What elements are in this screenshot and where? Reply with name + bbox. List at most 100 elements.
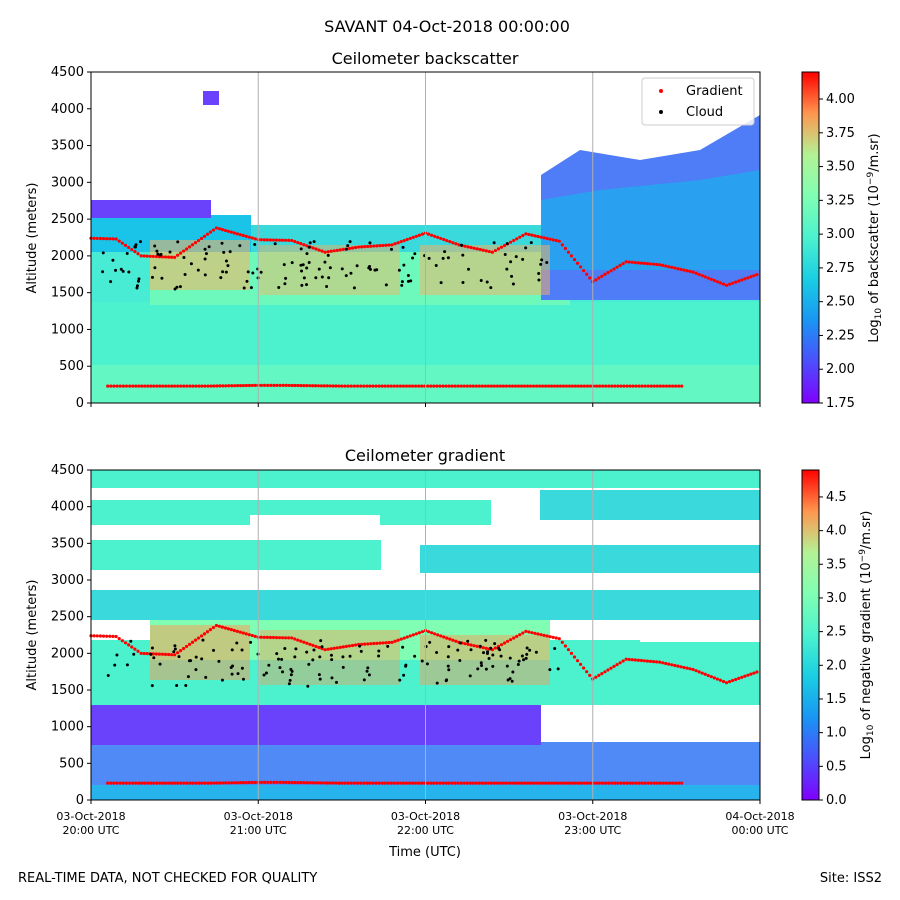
gradient-point [414,384,418,388]
gradient-point [549,781,554,785]
gradient-point [227,384,231,388]
gradient-point [205,232,210,236]
gradient-point [340,384,344,388]
gradient-point [374,384,378,388]
gradient-point [133,250,137,254]
gradient-point [557,239,561,243]
gradient-point [265,238,269,242]
cloud-point [311,658,315,662]
gradient-point [426,630,431,634]
gradient-point [311,246,315,250]
gradient-point [667,662,671,666]
cloud-point [203,247,207,251]
gradient-point [176,253,180,257]
gradient-point [524,629,528,633]
gradient-point [359,781,363,785]
gradient-point [163,255,168,259]
gradient-point [463,244,467,248]
gradient-point [609,666,613,670]
cloud-point [537,271,541,275]
cloud-point [183,272,187,276]
backscatter-cloud-layer-1 [150,240,250,290]
cloud-point [246,270,250,274]
gradient-title: Ceilometer gradient [345,446,505,465]
gradient-point [445,238,449,243]
gradient-point [341,247,345,252]
gradient-point [691,667,695,672]
cloud-point [441,256,445,260]
gradient-point [451,241,455,245]
gradient-point [498,781,503,785]
cloud-point [114,268,118,272]
gradient-point [247,235,251,239]
gradient-point [447,384,451,388]
gradient-point [566,250,571,254]
gradient-point [658,263,662,267]
gradient-point [712,676,716,680]
gradient-point [209,384,213,388]
cloud-point [397,268,401,272]
gradient-point [521,233,525,238]
gradient-point [296,638,300,642]
gradient-point [142,254,146,258]
gradient-point [411,633,415,637]
cloud-point [508,656,512,660]
gradient-point [191,781,195,785]
gradient-point [489,384,493,388]
cloud-point [150,684,154,688]
cloud-point [427,256,431,260]
gradient-point [296,780,300,785]
gradient-point [140,781,144,785]
gradient-point [721,679,726,684]
gradient-point [531,781,536,785]
legend: Gradient Cloud [641,77,755,126]
gradient-point [164,384,168,388]
gradient-point [420,232,425,236]
gradient-point [504,781,509,785]
gradient-point [317,645,321,650]
gradient-point [466,642,470,646]
gradient-point [160,255,165,259]
cloud-point [548,668,552,672]
gradient-point [211,625,216,630]
cloud-point [425,662,429,666]
gradient-point [454,639,458,643]
gradient-point [474,384,478,388]
gradient-point [570,384,575,388]
cloud-point [325,285,329,289]
cloud-point [173,287,177,291]
gradient-point [293,637,297,641]
cloud-point [194,668,198,672]
cloud-point [228,250,232,254]
gradient-point [152,781,156,785]
gradient-point [179,384,183,388]
gradient-point [655,660,659,664]
gradient-point [120,241,124,245]
gradient-point [600,274,604,278]
backscatter-field-upper-right [541,170,760,270]
gradient-point [262,238,266,242]
gradient-point [576,781,581,785]
gradient-point [564,384,569,388]
gradient-point [426,781,430,785]
cloud-point [402,673,406,677]
gradient-point [331,384,335,388]
gradient-point [441,781,445,785]
cloud-point [238,244,242,248]
gradient-point [145,652,149,656]
cloud-point [489,646,493,650]
gradient-point [360,245,364,249]
gradient-point [313,384,318,388]
gradient-point [233,384,237,388]
cloud-point [400,283,404,287]
gradient-point [655,781,659,785]
gradient-cloud-layer-3 [420,635,550,685]
gradient-band-hole-2 [560,520,750,538]
gradient-point [179,781,183,785]
gradient-point [618,263,622,267]
gradient-point [740,675,744,679]
x-tick-label-time: 23:00 UTC [564,824,621,837]
cloud-point [443,250,447,254]
gradient-point [575,261,580,265]
cloud-point [282,263,286,267]
